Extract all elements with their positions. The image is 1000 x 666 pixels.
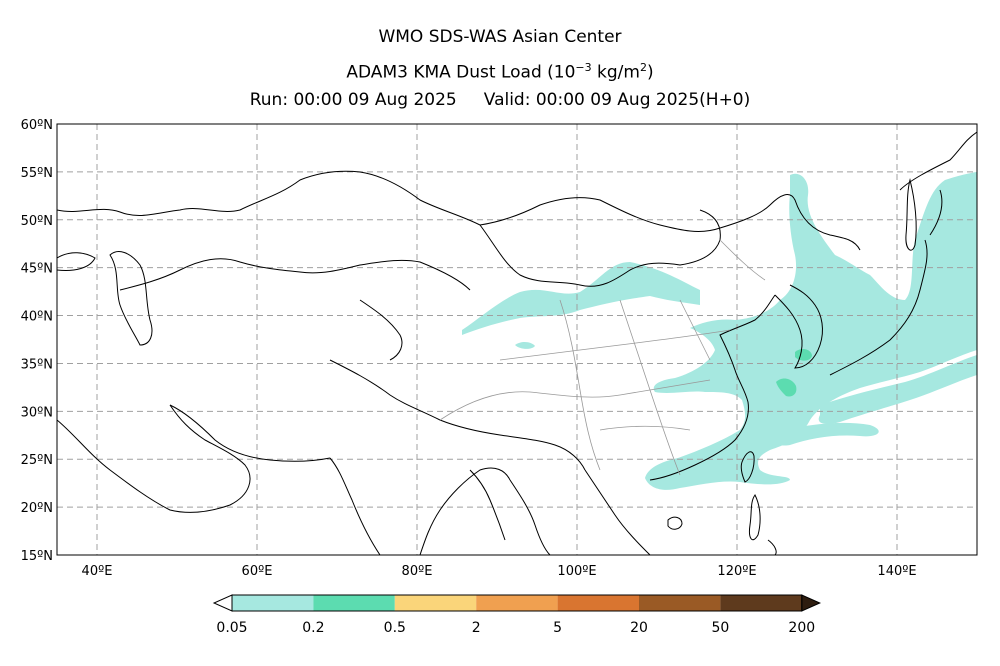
colorbar-over-arrow — [801, 594, 822, 612]
latitude-tick-label: 45ºN — [21, 262, 53, 277]
dust-area-pacific-tail — [774, 422, 879, 446]
colorbar-label: 5 — [553, 620, 562, 636]
kazakhstan-border — [119, 258, 471, 291]
colorbar-label: 2 — [472, 620, 481, 636]
graticule — [57, 124, 977, 555]
coastlines-borders — [57, 131, 977, 555]
chart-header-center: WMO SDS-WAS Asian Center — [378, 27, 622, 47]
korea-coast — [774, 284, 823, 369]
product-prefix: ADAM3 KMA Dust Load (10 — [346, 62, 576, 83]
india-coast — [329, 457, 511, 555]
latitude-tick-label: 35ºN — [21, 357, 53, 372]
southeast-asia-coast — [509, 469, 651, 555]
dust-area-small-patch — [515, 342, 535, 349]
longitude-tick-label: 60ºE — [242, 564, 273, 579]
colorbar-label: 0.2 — [302, 620, 324, 636]
dust-load-layer — [462, 172, 977, 490]
japan-coast — [829, 131, 977, 376]
china-east-coast — [649, 294, 776, 481]
colorbar-label: 0.05 — [216, 620, 247, 636]
latitude-tick-label: 30ºN — [21, 405, 53, 420]
unit-prefix: kg/m — [591, 62, 640, 83]
dust-area-medium-east-china-sea — [776, 378, 797, 397]
latitude-tick-label: 40ºN — [21, 310, 53, 325]
russia-southern-border — [57, 170, 861, 251]
china-southwest-border — [329, 359, 586, 471]
colorbar-segment — [232, 595, 314, 611]
run-valid-line: Run: 00:00 09 Aug 2025 Valid: 00:00 09 A… — [249, 90, 751, 110]
colorbar-outline — [231, 594, 803, 612]
colorbar-label: 200 — [788, 620, 815, 636]
colorbar-segment — [639, 595, 721, 611]
colorbar-segment — [394, 595, 477, 611]
title-suffix: ) — [646, 62, 654, 83]
mongolia-border — [479, 209, 721, 287]
black-sea — [57, 252, 96, 271]
latitude-tick-label: 15ºN — [21, 549, 53, 564]
hainan-coast — [667, 516, 683, 530]
colorbar-segment — [720, 595, 802, 611]
colorbar-label: 20 — [630, 620, 648, 636]
longitude-tick-label: 40ºE — [82, 564, 113, 579]
dust-area-mongolia-band — [462, 262, 700, 335]
longitude-tick-label: 100ºE — [557, 564, 596, 579]
colorbar-segment — [476, 595, 558, 611]
longitude-tick-label: 120ºE — [717, 564, 756, 579]
colorbar: 0.05 0.2 0.5 2 5 20 50 200 — [212, 594, 822, 636]
latitude-tick-label: 20ºN — [21, 501, 53, 516]
latitude-ticks: 60ºN 55ºN 50ºN 45ºN 40ºN 35ºN 30ºN 25ºN 20ºN 15ºN — [21, 118, 53, 564]
latitude-tick-label: 25ºN — [21, 453, 53, 468]
longitude-ticks: 40ºE 60ºE 80ºE 100ºE 120ºE 140ºE — [82, 564, 917, 579]
arabian-peninsula-coast — [57, 404, 251, 513]
longitude-tick-label: 140ºE — [877, 564, 916, 579]
unit-exponent: 2 — [639, 61, 647, 74]
colorbar-segment — [557, 595, 639, 611]
colorbar-label: 0.5 — [384, 620, 406, 636]
latitude-tick-label: 60ºN — [21, 118, 53, 133]
longitude-tick-label: 80ºE — [402, 564, 433, 579]
caspian-sea — [109, 251, 153, 346]
sakhalin-coast — [905, 179, 917, 251]
china-province-borders — [439, 239, 766, 476]
philippines-coast — [749, 494, 777, 555]
latitude-tick-label: 55ºN — [21, 166, 53, 181]
latitude-tick-label: 50ºN — [21, 214, 53, 229]
colorbar-under-arrow — [212, 594, 233, 612]
bangladesh-coast — [469, 469, 506, 541]
map-frame — [56, 123, 978, 556]
dust-area-east-asia — [645, 172, 977, 490]
iran-coast — [169, 404, 331, 462]
taiwan-coast — [740, 451, 755, 483]
exponent: −3 — [575, 61, 592, 74]
china-west-border — [359, 299, 403, 361]
chart-product-title: ADAM3 KMA Dust Load (10−3 kg/m2) — [0, 61, 1000, 83]
colorbar-label: 50 — [711, 620, 729, 636]
dust-area-pacific-band — [818, 355, 977, 424]
colorbar-segment — [313, 595, 395, 611]
